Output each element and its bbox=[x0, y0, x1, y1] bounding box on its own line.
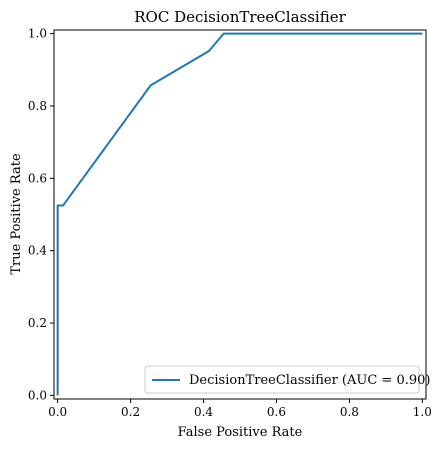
plot-area bbox=[53, 29, 427, 400]
y-tick-label: 1.0 bbox=[28, 27, 47, 41]
x-tick-label: 0.4 bbox=[194, 405, 213, 419]
y-tick-label: 0.0 bbox=[28, 388, 47, 402]
y-axis-label: True Positive Rate bbox=[9, 153, 24, 275]
y-tick-label: 0.6 bbox=[28, 171, 47, 185]
chart-title: ROC DecisionTreeClassifier bbox=[134, 8, 346, 26]
x-axis-label: False Positive Rate bbox=[178, 425, 303, 440]
y-tick-label: 0.8 bbox=[28, 99, 47, 113]
series-layer bbox=[56, 32, 423, 396]
legend-label: DecisionTreeClassifier (AUC = 0.90) bbox=[189, 373, 430, 388]
y-tick-label: 0.2 bbox=[28, 316, 47, 330]
x-tick-label: 0.8 bbox=[340, 405, 359, 419]
legend-box bbox=[144, 365, 420, 394]
legend: DecisionTreeClassifier (AUC = 0.90) bbox=[144, 365, 430, 394]
x-tick-label: 1.0 bbox=[413, 405, 432, 419]
y-axis-ticks: 0.0 0.2 0.4 0.6 0.8 1.0 bbox=[28, 27, 54, 402]
roc-curve bbox=[56, 32, 423, 396]
x-tick-label: 0.6 bbox=[267, 405, 286, 419]
plot-frame bbox=[53, 29, 427, 400]
x-axis-ticks: 0.0 0.2 0.4 0.6 0.8 1.0 bbox=[48, 399, 432, 419]
x-tick-label: 0.2 bbox=[121, 405, 140, 419]
x-tick-label: 0.0 bbox=[48, 405, 67, 419]
y-tick-label: 0.4 bbox=[28, 244, 47, 258]
